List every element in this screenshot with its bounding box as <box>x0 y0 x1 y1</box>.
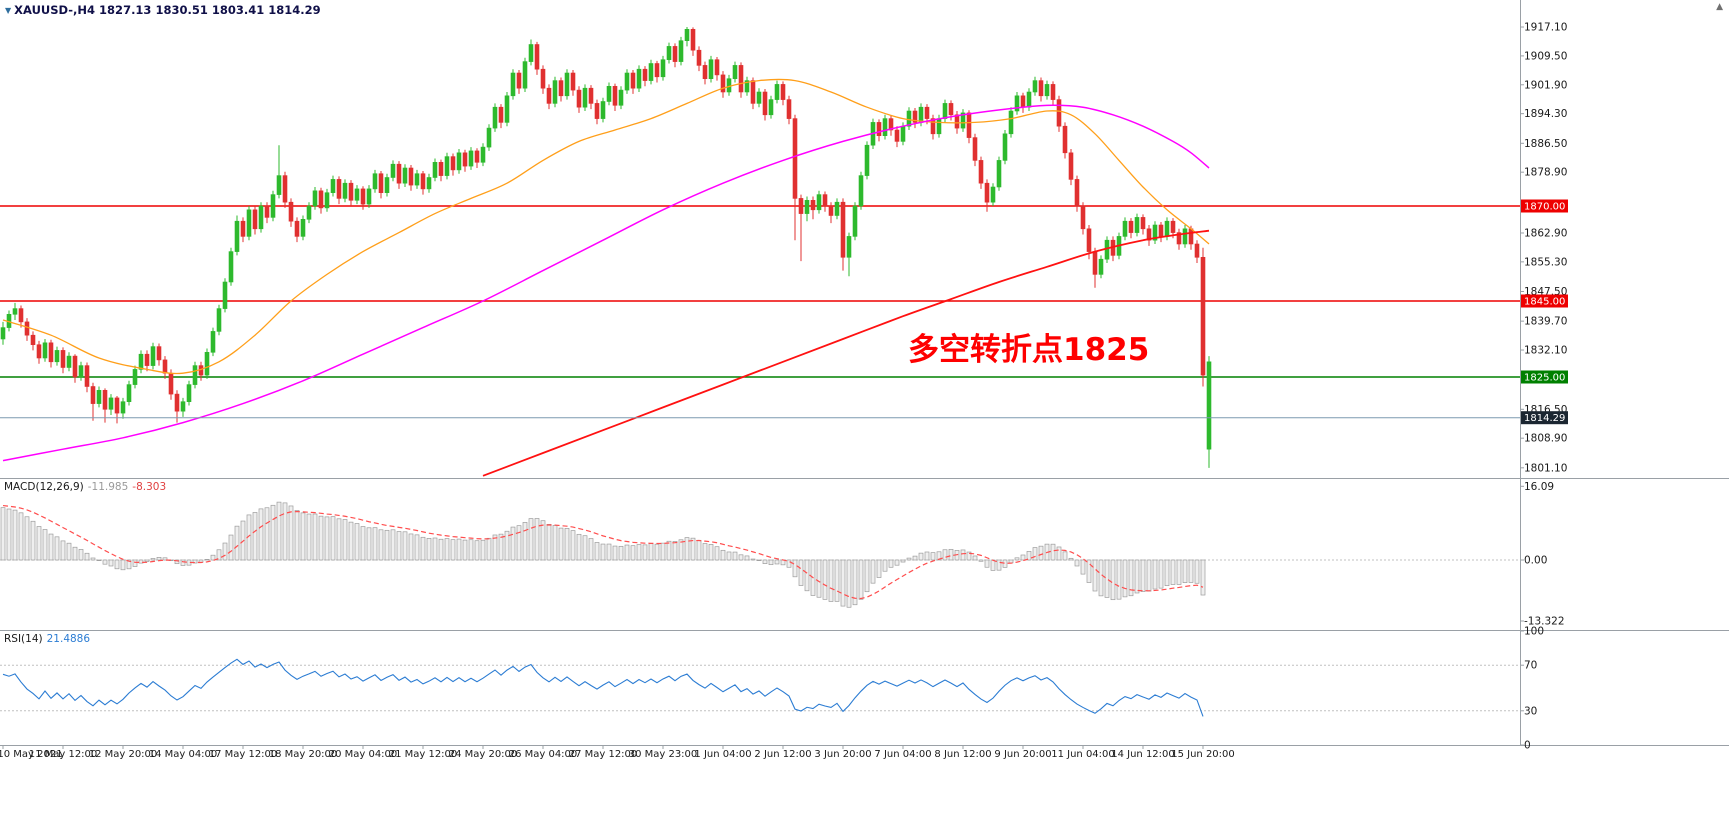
svg-text:1901.90: 1901.90 <box>1524 79 1567 91</box>
svg-text:11 May 12:00: 11 May 12:00 <box>29 749 98 760</box>
svg-text:9 Jun 20:00: 9 Jun 20:00 <box>994 749 1051 760</box>
svg-text:1878.90: 1878.90 <box>1524 167 1567 179</box>
svg-text:1886.50: 1886.50 <box>1524 138 1567 150</box>
svg-text:1862.90: 1862.90 <box>1524 227 1567 239</box>
svg-text:14 Jun 12:00: 14 Jun 12:00 <box>1111 749 1175 760</box>
svg-text:0: 0 <box>1524 740 1531 752</box>
ma-lines-layer <box>2 78 1210 477</box>
svg-text:1832.10: 1832.10 <box>1524 345 1567 357</box>
svg-text:20 May 04:00: 20 May 04:00 <box>329 749 398 760</box>
svg-text:1845.00: 1845.00 <box>1524 297 1565 308</box>
svg-text:16.09: 16.09 <box>1524 481 1554 493</box>
macd-signal-line <box>2 504 1204 600</box>
svg-text:27 May 12:00: 27 May 12:00 <box>569 749 638 760</box>
svg-text:1801.10: 1801.10 <box>1524 462 1567 474</box>
svg-text:3 Jun 20:00: 3 Jun 20:00 <box>814 749 871 760</box>
horizontal-lines-layer <box>0 205 1520 378</box>
macd-indicator-label: MACD(12,26,9) -11.985 -8.303 <box>4 481 166 493</box>
symbol-info-bar[interactable]: ▼ XAUUSD-,H4 1827.13 1830.51 1803.41 1814… <box>5 3 321 17</box>
svg-text:1909.50: 1909.50 <box>1524 50 1567 62</box>
macd-name: MACD(12,26,9) <box>4 481 84 493</box>
svg-text:2 Jun 12:00: 2 Jun 12:00 <box>754 749 811 760</box>
svg-text:18 May 20:00: 18 May 20:00 <box>269 749 338 760</box>
svg-text:1 Jun 04:00: 1 Jun 04:00 <box>694 749 751 760</box>
svg-text:14 May 04:00: 14 May 04:00 <box>149 749 218 760</box>
svg-text:26 May 04:00: 26 May 04:00 <box>509 749 578 760</box>
rsi-line <box>2 658 1204 717</box>
symbol-dropdown-icon[interactable]: ▼ <box>5 6 12 15</box>
ma-fast-orange <box>2 78 1210 375</box>
svg-text:1825.00: 1825.00 <box>1524 373 1565 384</box>
candlesticks-layer <box>0 27 1212 468</box>
macd-value-main: -11.985 <box>87 481 129 493</box>
ma-slow-red <box>482 229 1210 477</box>
panel-frame <box>0 0 1729 746</box>
svg-text:17 May 12:00: 17 May 12:00 <box>209 749 278 760</box>
svg-text:0.00: 0.00 <box>1524 555 1547 567</box>
svg-text:10 May 2021: 10 May 2021 <box>0 749 63 760</box>
svg-text:30 May 23:00: 30 May 23:00 <box>629 749 698 760</box>
rsi-value: 21.4886 <box>46 633 91 645</box>
svg-text:1894.30: 1894.30 <box>1524 108 1567 120</box>
annotation-text[interactable]: 多空转折点1825 <box>908 332 1150 368</box>
svg-text:7 Jun 04:00: 7 Jun 04:00 <box>874 749 931 760</box>
svg-text:100: 100 <box>1524 626 1544 638</box>
svg-text:15 Jun 20:00: 15 Jun 20:00 <box>1171 749 1235 760</box>
ma-mid-magenta <box>2 104 1210 462</box>
macd-value-signal: -8.303 <box>132 481 167 493</box>
svg-text:1870.00: 1870.00 <box>1524 202 1565 213</box>
svg-text:24 May 20:00: 24 May 20:00 <box>449 749 518 760</box>
svg-text:1839.70: 1839.70 <box>1524 316 1567 328</box>
svg-text:30: 30 <box>1524 705 1537 717</box>
price-axis: 1917.10 1909.50 1901.90 1894.30 1886.50 1878.… <box>1520 22 1568 752</box>
svg-text:11 Jun 04:00: 11 Jun 04:00 <box>1051 749 1115 760</box>
svg-text:1855.30: 1855.30 <box>1524 256 1567 268</box>
rsi-name: RSI(14) <box>4 633 43 645</box>
rsi-indicator-label: RSI(14) 21.4886 <box>4 633 90 645</box>
svg-text:12 May 20:00: 12 May 20:00 <box>89 749 158 760</box>
svg-text:1917.10: 1917.10 <box>1524 22 1567 34</box>
svg-text:1814.29: 1814.29 <box>1524 413 1565 424</box>
svg-text:21 May 12:00: 21 May 12:00 <box>389 749 458 760</box>
svg-text:1808.90: 1808.90 <box>1524 433 1567 445</box>
scroll-up-icon[interactable]: ▲ <box>1716 2 1723 12</box>
svg-text:70: 70 <box>1524 660 1537 672</box>
rsi-panel <box>0 658 1520 717</box>
svg-text:8 Jun 12:00: 8 Jun 12:00 <box>934 749 991 760</box>
svg-text:-13.322: -13.322 <box>1524 616 1565 628</box>
macd-panel <box>0 501 1520 608</box>
symbol-ohlc-text: XAUUSD-,H4 1827.13 1830.51 1803.41 1814.… <box>14 3 321 17</box>
